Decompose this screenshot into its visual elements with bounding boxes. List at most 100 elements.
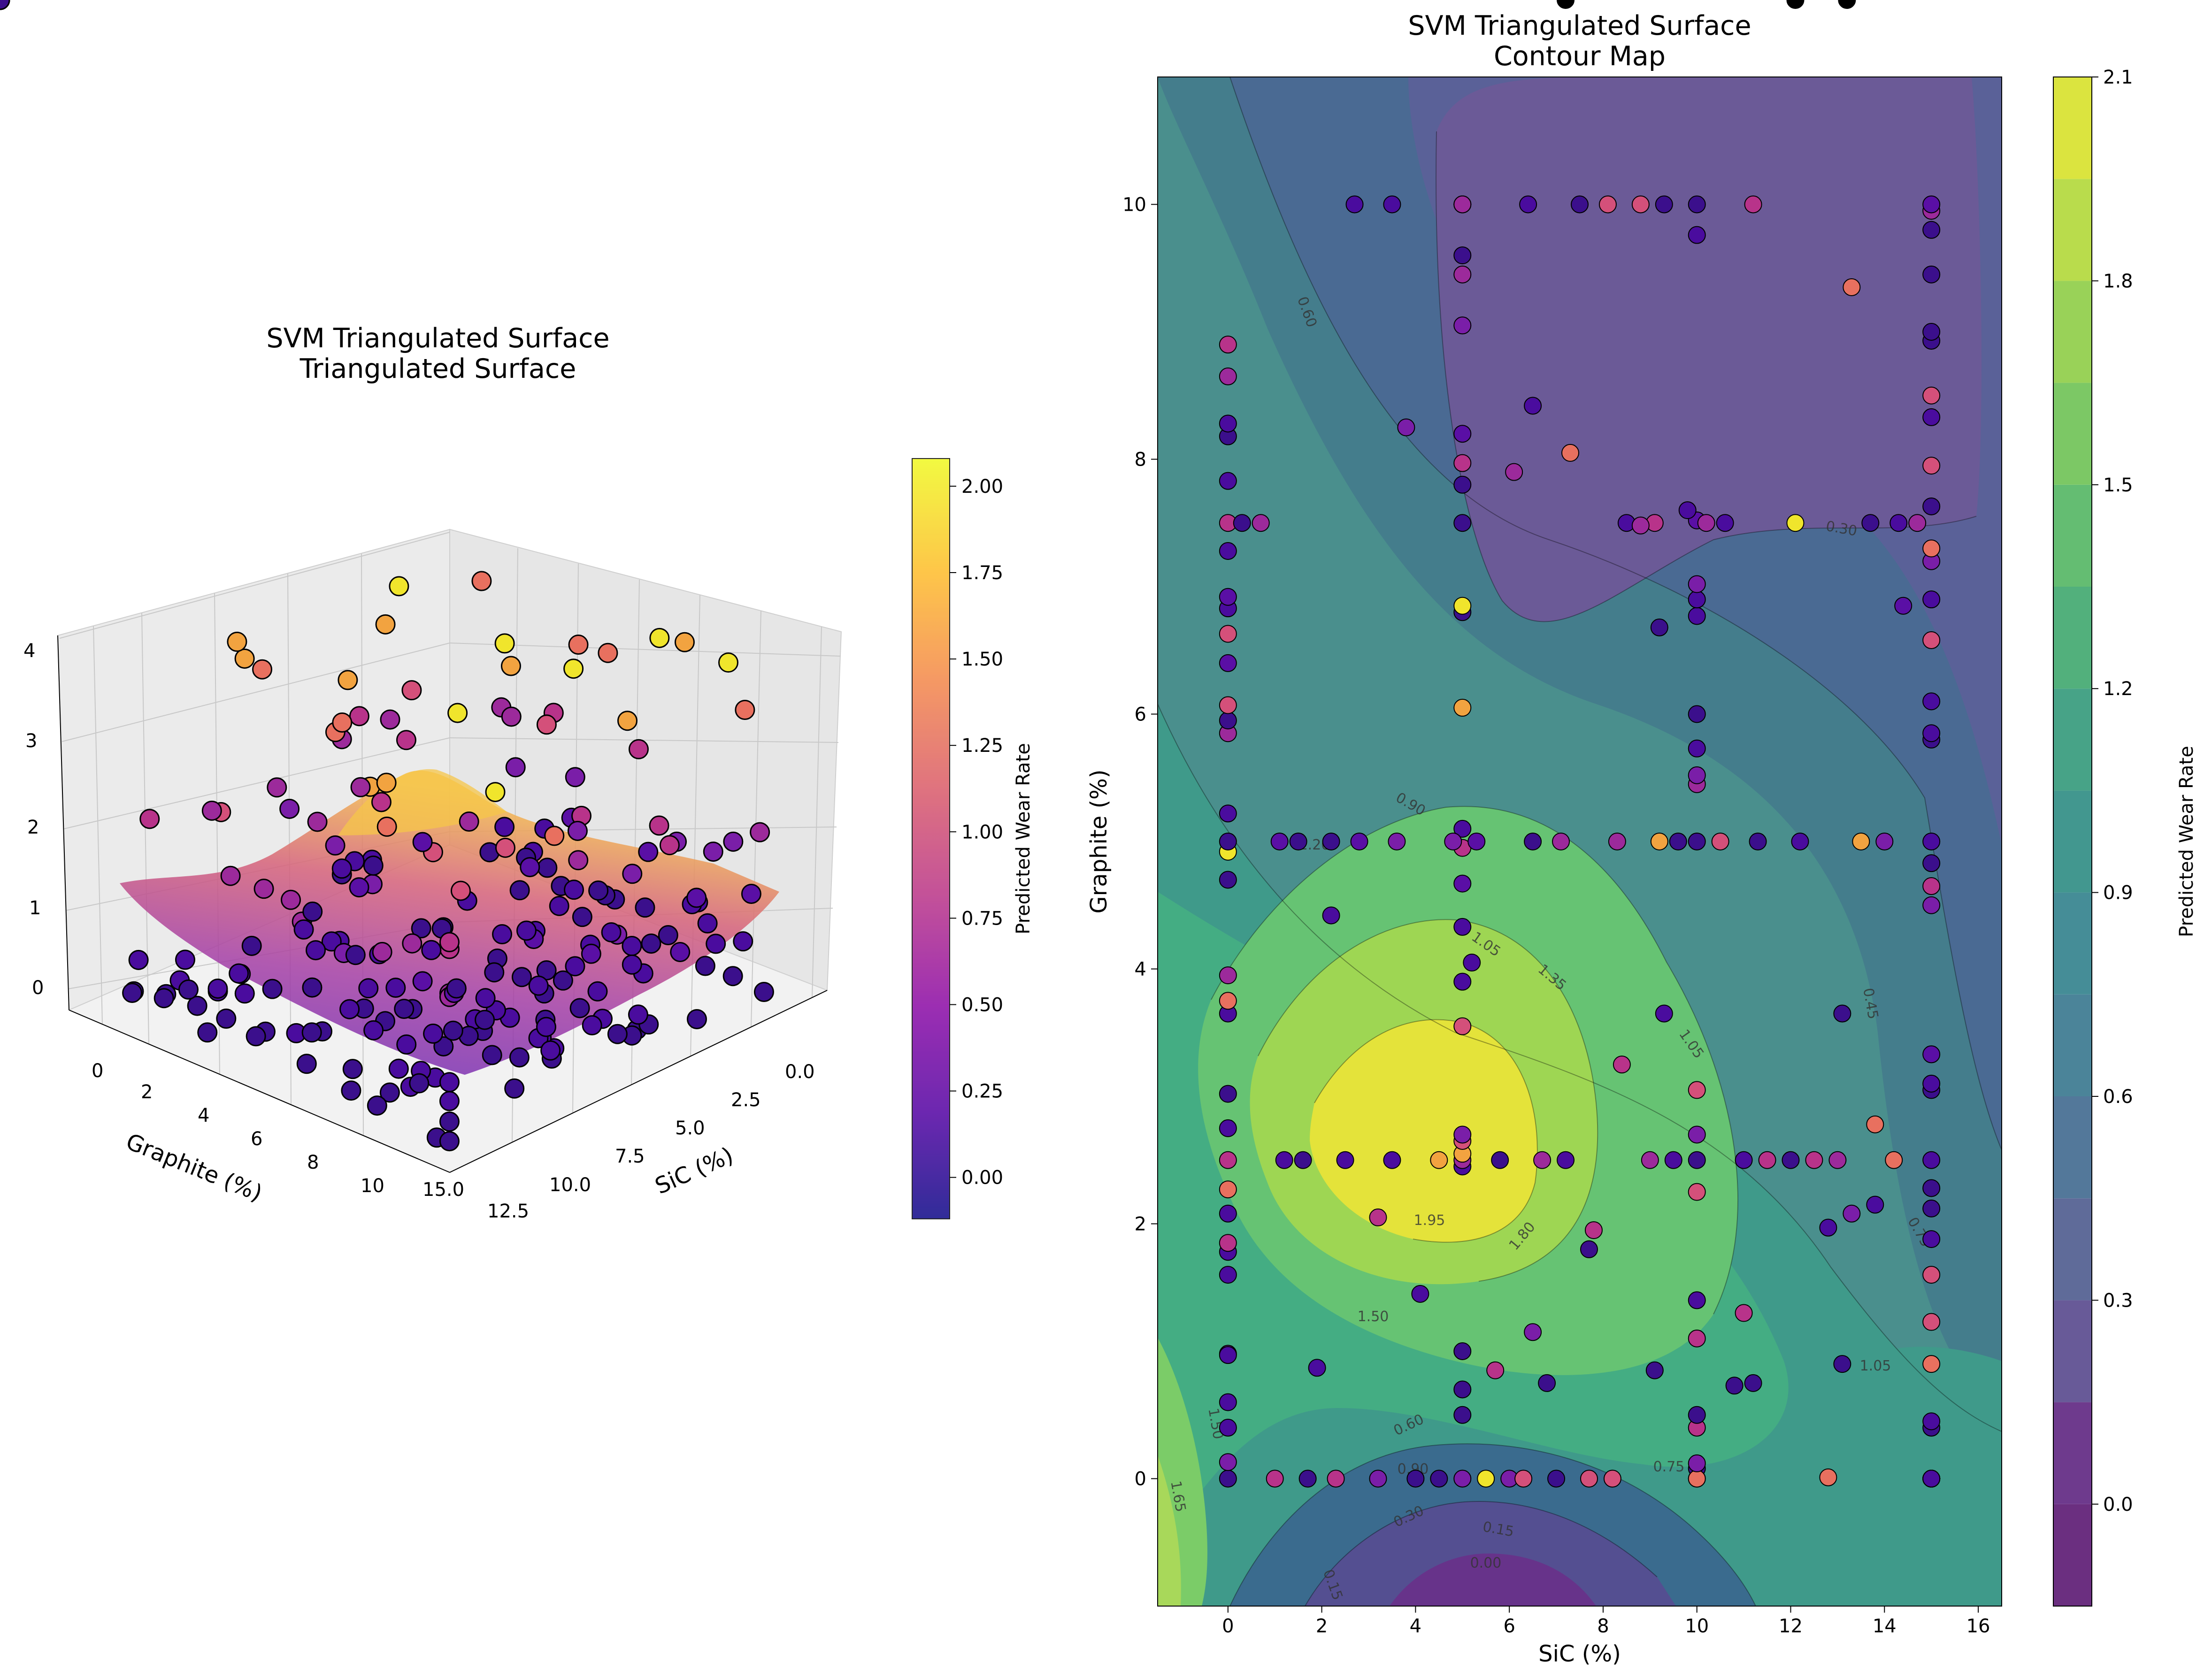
scatter-point [1922,1469,1941,1488]
colorbar-band [2053,179,2092,281]
scatter-point [1711,833,1729,850]
scatter-point [1463,953,1481,972]
scatter-point-3d [565,956,585,977]
scatter-point-3d [342,1059,363,1079]
scatter-point-3d [281,889,301,910]
colorbar-band [2053,790,2092,893]
left-colorbar-label: Predicted Wear Rate [1013,743,1034,934]
scatter-point-3d [509,880,530,901]
scatter-point [1922,195,1941,214]
scatter-point [1369,1208,1387,1226]
scatter-point [1641,1151,1659,1169]
scatter-point [1219,804,1237,823]
scatter-point [1922,1199,1941,1217]
scatter-point [1580,1469,1598,1488]
scatter-point-3d [568,635,589,655]
y-tick-label: 10 [1122,194,1146,216]
scatter-point [1688,1291,1706,1309]
scatter-point-3d [504,1078,525,1099]
scatter-point [1725,1377,1743,1395]
scatter-point [1383,1151,1401,1169]
scatter-point-3d [484,962,505,983]
scatter-point [1664,1151,1682,1169]
scatter-point-3d [505,757,526,778]
scatter-point-3d [439,1091,460,1111]
scatter-point-3d [536,1017,557,1037]
x-tick-label: 16 [1966,1615,1990,1637]
scatter-point-3d [421,940,442,960]
scatter-point-3d [423,1023,444,1044]
scatter-point-3d [175,949,195,970]
scatter-point [1219,1346,1237,1364]
scatter-point-3d [262,979,283,999]
scatter-point-3d [216,1008,237,1029]
scatter-point [1219,1234,1237,1252]
scatter-point [1219,1418,1237,1437]
scatter-point [1430,1151,1448,1169]
scatter-point-3d [439,1072,460,1093]
scatter-point [1584,1221,1603,1240]
colorbar-band [2053,1504,2092,1606]
colorbar-tick-label: 1.2 [2103,678,2133,700]
scatter-point-3d [447,703,468,723]
contour-x-label: SiC (%) [1538,1641,1621,1667]
scatter-point-3d [601,922,622,942]
z-tick: 4 [23,640,35,662]
scatter-point-3d [394,999,415,1019]
scatter-point [1922,1179,1941,1197]
scatter-point [1819,1468,1837,1486]
scatter-point [1922,1151,1941,1169]
scatter-point [1453,454,1472,472]
sic-tick: 12.5 [487,1201,529,1222]
scatter-point-3d [379,1082,400,1103]
scatter-point [1538,1374,1556,1392]
scatter-point-3d [301,1022,322,1043]
scatter-point-3d [388,1058,409,1079]
scatter-point [1322,906,1340,925]
scatter-point-3d [501,706,522,727]
scatter-point [1289,833,1307,850]
scatter-point [1735,1304,1753,1322]
scatter-point [1650,618,1668,636]
scatter-point [1219,367,1237,386]
scatter-point-3d [338,670,358,690]
scatter-point [1561,444,1580,462]
graphite-tick: 8 [307,1152,319,1173]
scatter-point [1388,833,1406,850]
scatter-point [1406,1469,1425,1488]
scatter-point [1894,597,1912,615]
scatter-point-3d [649,815,669,836]
scatter-point [1524,1323,1542,1341]
scatter-point-3d [572,907,592,927]
scatter-point-3d [492,924,513,945]
x-tick-label: 10 [1685,1615,1709,1637]
scatter-point-3d [402,933,422,954]
scatter-point-3d [376,816,397,837]
colorbar-band [2053,689,2092,791]
scatter-point [1688,1454,1706,1472]
scatter-point-3d [565,767,585,788]
scatter-point-3d [587,981,608,1002]
sic-tick: 5.0 [675,1117,705,1139]
scatter-point-3d [635,897,655,918]
contour-panel: SVM Triangulated Surface Contour Map [1086,0,2197,1667]
scatter-point [1922,1266,1941,1284]
scatter-point-3d [443,1020,463,1041]
graphite-tick: 2 [141,1081,153,1103]
graphite-tick: 6 [251,1128,262,1150]
scatter-point [1922,724,1941,742]
scatter-point-3d [350,777,371,797]
scatter-point-3d [367,1095,387,1116]
surface-3d-panel: SVM Triangulated Surface Triangulated Su… [0,0,1034,1222]
scatter-point-3d [197,1022,218,1043]
scatter-point [1688,705,1706,723]
scatter-point [1688,1469,1706,1488]
scatter-point [1453,195,1472,214]
scatter-point-3d [581,943,601,964]
scatter-point-3d [411,918,431,939]
left-colorbar-tick-label: 0.25 [961,1081,1003,1102]
scatter-point-3d [703,842,723,862]
scatter-point [1688,1183,1706,1201]
scatter-point [1688,766,1706,784]
scatter-point-3d [439,932,460,952]
